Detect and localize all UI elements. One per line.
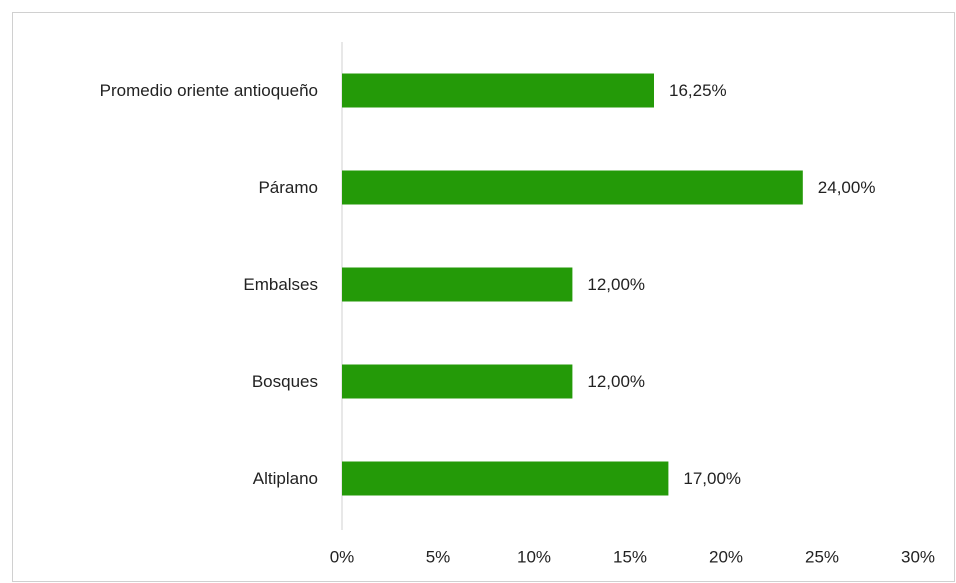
bar bbox=[342, 170, 803, 205]
x-tick-label: 0% bbox=[330, 547, 355, 566]
bar bbox=[342, 73, 654, 108]
x-tick-label: 25% bbox=[805, 547, 839, 566]
data-label: 17,00% bbox=[683, 469, 741, 488]
y-tick-label: Páramo bbox=[258, 178, 318, 197]
y-tick-label: Promedio oriente antioqueño bbox=[100, 81, 318, 100]
x-tick-label: 20% bbox=[709, 547, 743, 566]
bar bbox=[342, 461, 669, 496]
y-tick-label: Altiplano bbox=[253, 469, 318, 488]
data-label: 12,00% bbox=[587, 275, 645, 294]
y-tick-label: Bosques bbox=[252, 372, 318, 391]
x-tick-label: 30% bbox=[901, 547, 935, 566]
data-label: 12,00% bbox=[587, 372, 645, 391]
data-label: 24,00% bbox=[818, 178, 876, 197]
x-tick-label: 5% bbox=[426, 547, 451, 566]
x-tick-label: 10% bbox=[517, 547, 551, 566]
x-tick-label: 15% bbox=[613, 547, 647, 566]
bar bbox=[342, 364, 573, 399]
y-tick-label: Embalses bbox=[243, 275, 318, 294]
data-label: 16,25% bbox=[669, 81, 727, 100]
bar bbox=[342, 267, 573, 302]
